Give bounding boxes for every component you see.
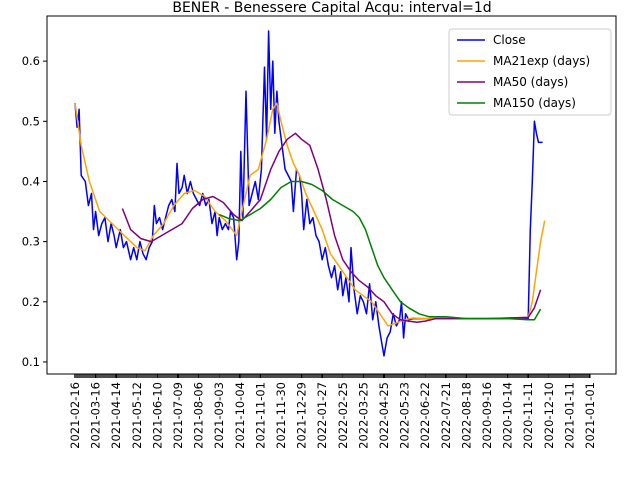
- chart-title: BENER - Benessere Capital Acqu: interval…: [172, 0, 491, 16]
- x-tick-label: 2022-01-27: [315, 382, 329, 449]
- x-tick-label: 2021-09-03: [212, 382, 226, 449]
- legend-label: MA150 (days): [493, 96, 576, 110]
- y-tick-label: 0.2: [22, 295, 40, 309]
- legend-label: Close: [493, 33, 526, 47]
- x-tick-label: 2021-01-11: [562, 382, 576, 449]
- x-tick-label: 2020-12-10: [542, 382, 556, 449]
- x-tick-label: 2021-11-30: [274, 382, 288, 449]
- x-tick-label: 2021-11-01: [253, 382, 267, 449]
- y-tick-label: 0.1: [22, 355, 40, 369]
- x-tick-label: 2022-02-25: [336, 382, 350, 449]
- series-line-3: [121, 132, 542, 324]
- x-tick-label: 2021-08-06: [192, 382, 206, 449]
- x-tick-label: 2022-04-25: [377, 382, 391, 449]
- x-tick-label: 2021-02-16: [68, 382, 82, 449]
- x-tick-label: 2021-07-09: [171, 382, 185, 449]
- x-tick-label: 2021-04-14: [109, 382, 123, 449]
- x-tick-label: 2022-08-18: [459, 382, 473, 449]
- x-tick-label: 2021-12-29: [295, 382, 309, 449]
- x-tick-label: 2021-05-12: [130, 382, 144, 449]
- y-tick-label: 0.3: [22, 235, 40, 249]
- x-tick-label: 2021-06-10: [150, 382, 164, 449]
- x-tick-label: 2020-10-14: [501, 382, 515, 449]
- legend-label: MA21exp (days): [493, 54, 590, 68]
- legend-label: MA50 (days): [493, 75, 568, 89]
- x-tick-label: 2022-03-25: [356, 382, 370, 449]
- y-tick-label: 0.5: [22, 114, 40, 128]
- x-tick-label: 2021-10-04: [233, 382, 247, 449]
- series-layer: [74, 30, 546, 357]
- x-tick-label: 2021-01-01: [583, 382, 597, 449]
- series-line-2: [74, 102, 546, 327]
- series-line-1: [74, 30, 543, 357]
- series-line-4: [218, 180, 542, 321]
- x-tick-label: 2022-07-21: [439, 382, 453, 449]
- x-tick-label: 2022-06-22: [418, 382, 432, 449]
- axes-layer: 0.1 0.2 0.3 0.4 0.5 0.6 2021-02-16 2021-03-16 20…: [22, 15, 617, 449]
- x-tick-label: 2020-09-16: [480, 382, 494, 449]
- y-tick-label: 0.4: [22, 174, 40, 188]
- legend-box: [448, 28, 612, 116]
- x-tick-label: 2022-05-23: [398, 382, 412, 449]
- y-tick-label: 0.6: [22, 54, 40, 68]
- x-tick-label: 2020-11-11: [521, 382, 535, 449]
- x-tick-label: 2021-03-16: [89, 382, 103, 449]
- legend: Close MA21exp (days) MA50 (days) MA150 (day…: [448, 28, 612, 116]
- x-minor-ticks: [74, 374, 590, 378]
